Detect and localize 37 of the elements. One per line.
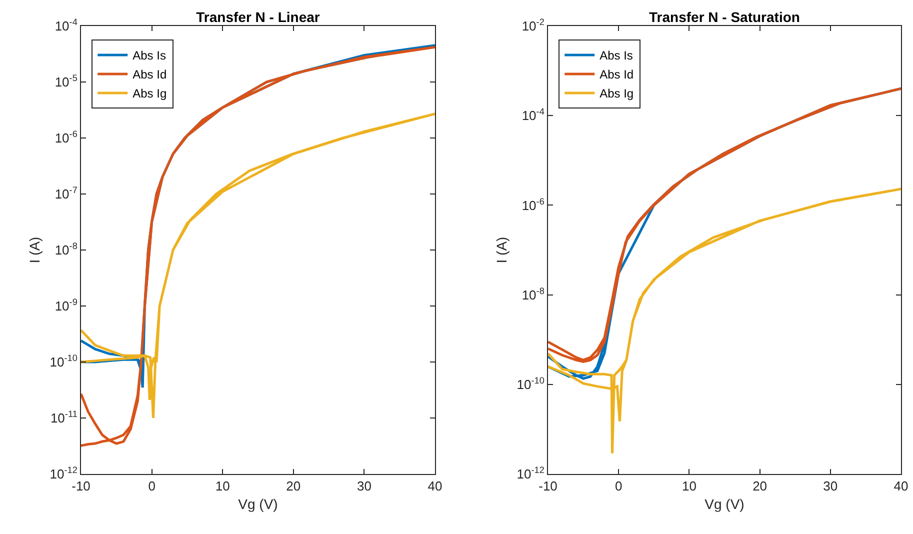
x-tick-label: 10: [215, 478, 230, 494]
legend-label: Abs Id: [132, 68, 167, 82]
x-tick-label: 10: [682, 478, 696, 494]
x-tick-label: 20: [752, 478, 768, 494]
chart-title: Transfer N - Saturation: [649, 9, 800, 25]
legend-label: Abs Ig: [132, 86, 167, 101]
y-tick-label: 10$^{-9}$: [54, 297, 78, 314]
line-series: [548, 188, 901, 455]
y-tick-label: 10$^{-11}$: [50, 409, 78, 426]
x-axis-title: Vg (V): [238, 496, 278, 512]
y-tick-label: 10$^{-2}$: [522, 17, 544, 34]
y-tick-label: 10$^{-6}$: [54, 129, 78, 146]
y-tick-label: 10$^{-8}$: [54, 241, 78, 258]
y-tick-label: 10$^{-6}$: [522, 196, 544, 213]
legend-label: Abs Ig: [600, 86, 634, 101]
x-tick-label: 20: [286, 478, 301, 494]
y-axis-title: I (A): [493, 236, 510, 264]
x-tick-label: 0: [614, 478, 622, 494]
x-axis-title: Vg (V): [704, 496, 744, 512]
chart-title: Transfer N - Linear: [196, 9, 320, 25]
x-tick-label: 40: [894, 478, 908, 494]
legend-label: Abs Is: [600, 48, 633, 63]
y-axis-title: I (A): [26, 236, 42, 264]
x-tick-label: 40: [428, 478, 442, 494]
legend-label: Abs Is: [132, 48, 166, 63]
y-tick-label: 10$^{-10}$: [50, 353, 78, 370]
legend-label: Abs Id: [600, 68, 634, 82]
y-tick-label: 10$^{-7}$: [54, 185, 78, 202]
y-tick-label: 10$^{-8}$: [522, 286, 544, 302]
x-tick-label: 30: [823, 478, 838, 494]
line-series: [81, 112, 435, 420]
y-tick-label: 10$^{-4}$: [54, 17, 78, 34]
x-tick-label: 30: [356, 478, 372, 494]
y-tick-label: 10$^{-4}$: [522, 106, 544, 124]
y-tick-label: 10$^{-5}$: [54, 73, 78, 90]
y-tick-label: 10$^{-10}$: [516, 375, 544, 392]
x-tick-label: 0: [148, 478, 156, 494]
